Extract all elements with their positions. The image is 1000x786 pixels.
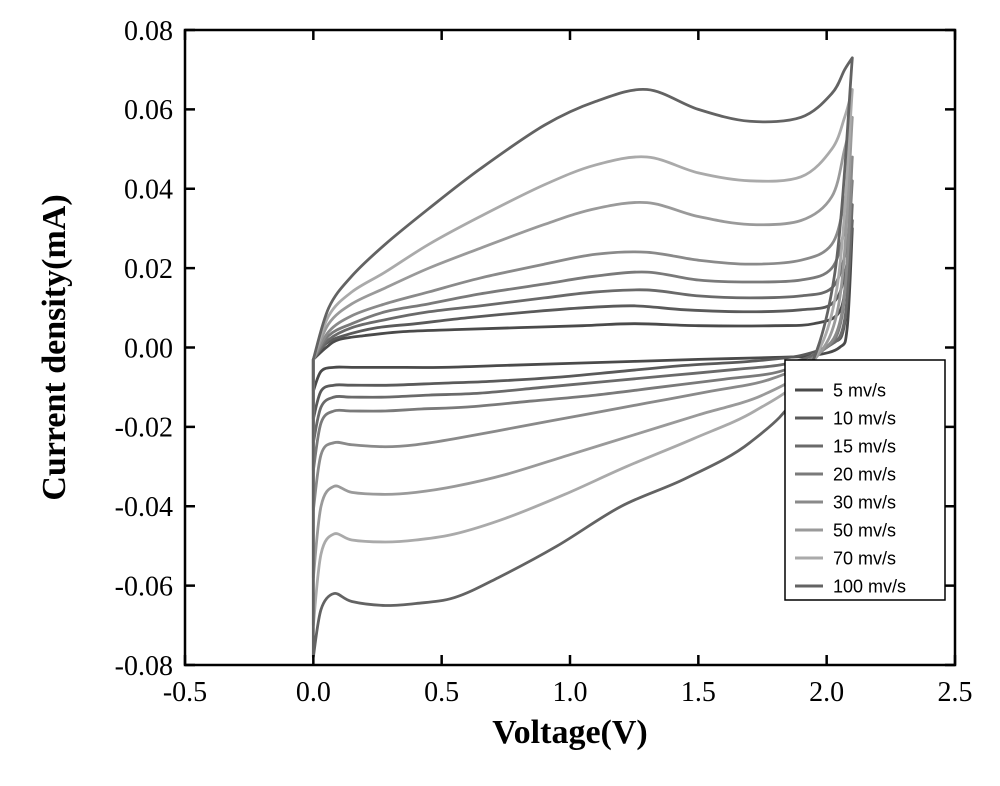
legend-label: 50 mv/s (833, 520, 896, 540)
legend-label: 20 mv/s (833, 464, 896, 484)
y-tick-label: -0.04 (115, 492, 173, 523)
cv-chart: -0.50.00.51.01.52.02.5-0.08-0.06-0.04-0.… (0, 0, 1000, 786)
y-tick-label: -0.08 (115, 651, 173, 682)
legend-label: 70 mv/s (833, 548, 896, 568)
legend-label: 30 mv/s (833, 492, 896, 512)
y-tick-label: 0.08 (124, 16, 173, 47)
legend-label: 10 mv/s (833, 408, 896, 428)
x-tick-label: 1.5 (681, 677, 716, 708)
y-tick-label: 0.04 (124, 175, 173, 206)
legend-label: 15 mv/s (833, 436, 896, 456)
y-tick-label: 0.06 (124, 95, 173, 126)
y-tick-label: -0.06 (115, 571, 173, 602)
x-axis-label: Voltage(V) (492, 714, 648, 751)
x-tick-label: 2.5 (938, 677, 973, 708)
legend-label: 5 mv/s (833, 380, 886, 400)
y-axis-label: Current density(mA) (36, 194, 73, 500)
legend-label: 100 mv/s (833, 576, 906, 596)
x-tick-label: 0.5 (424, 677, 459, 708)
chart-canvas: -0.50.00.51.01.52.02.5-0.08-0.06-0.04-0.… (0, 0, 1000, 786)
y-tick-label: 0.02 (124, 254, 173, 285)
x-tick-label: 1.0 (553, 677, 588, 708)
x-tick-label: 0.0 (296, 677, 331, 708)
y-tick-label: 0.00 (124, 333, 173, 364)
y-tick-label: -0.02 (115, 413, 173, 444)
x-tick-label: 2.0 (809, 677, 844, 708)
